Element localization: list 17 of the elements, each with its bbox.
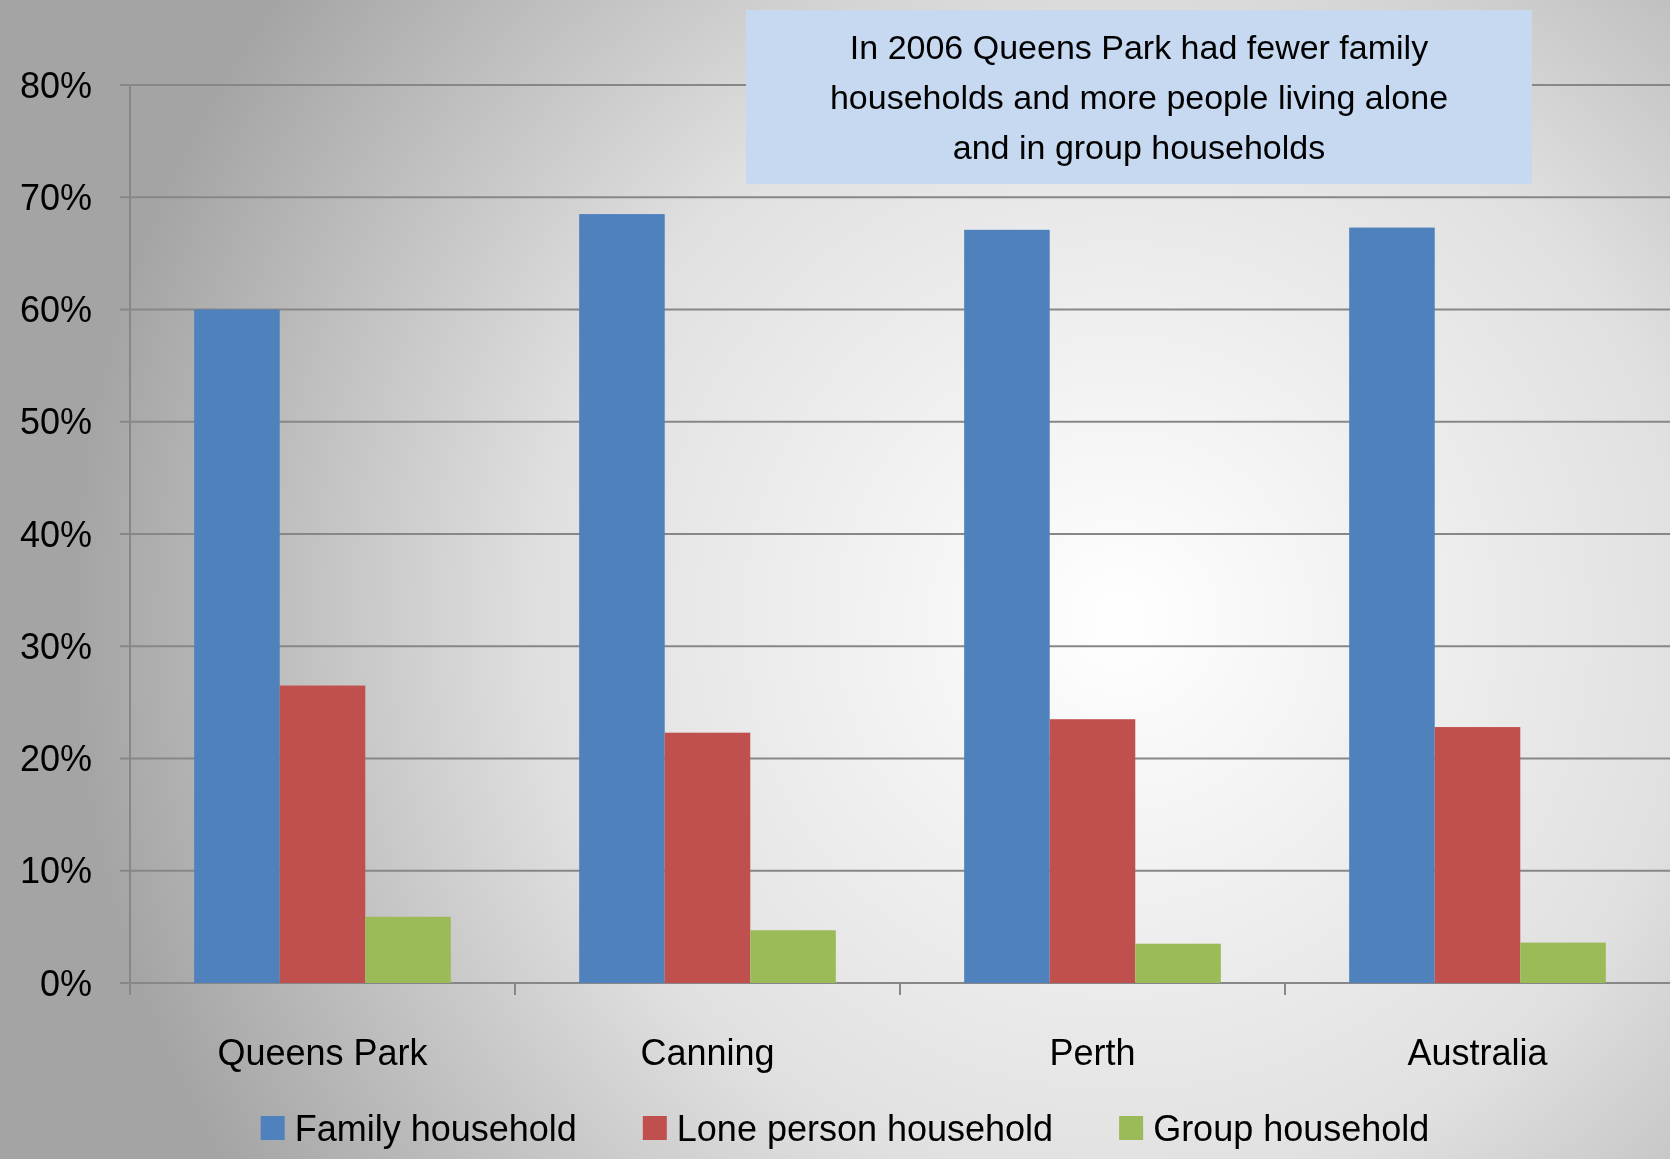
x-tick-label: Australia [1407, 1031, 1549, 1073]
y-tick-label: 60% [19, 289, 92, 330]
legend-label: Group household [1153, 1107, 1430, 1149]
legend-label: Family household [294, 1107, 577, 1149]
y-tick-label: 10% [19, 850, 92, 892]
y-tick-label: 70% [19, 176, 92, 218]
y-tick-label: 80% [19, 64, 92, 106]
x-tick-label: Canning [640, 1031, 775, 1073]
legend-label: Lone person household [676, 1107, 1054, 1149]
x-tick-label: Queens Park [217, 1031, 429, 1073]
y-tick-label: 30% [19, 625, 92, 667]
y-tick-label: 0% [39, 962, 92, 1004]
x-tick-label: Perth [1049, 1031, 1136, 1073]
annotation: In 2006 Queens Park had fewer family households and more people living alone and in group households [829, 28, 1449, 166]
y-tick-label: 20% [19, 738, 92, 779]
y-tick-label: 50% [19, 401, 92, 443]
y-tick-label: 40% [19, 513, 92, 555]
